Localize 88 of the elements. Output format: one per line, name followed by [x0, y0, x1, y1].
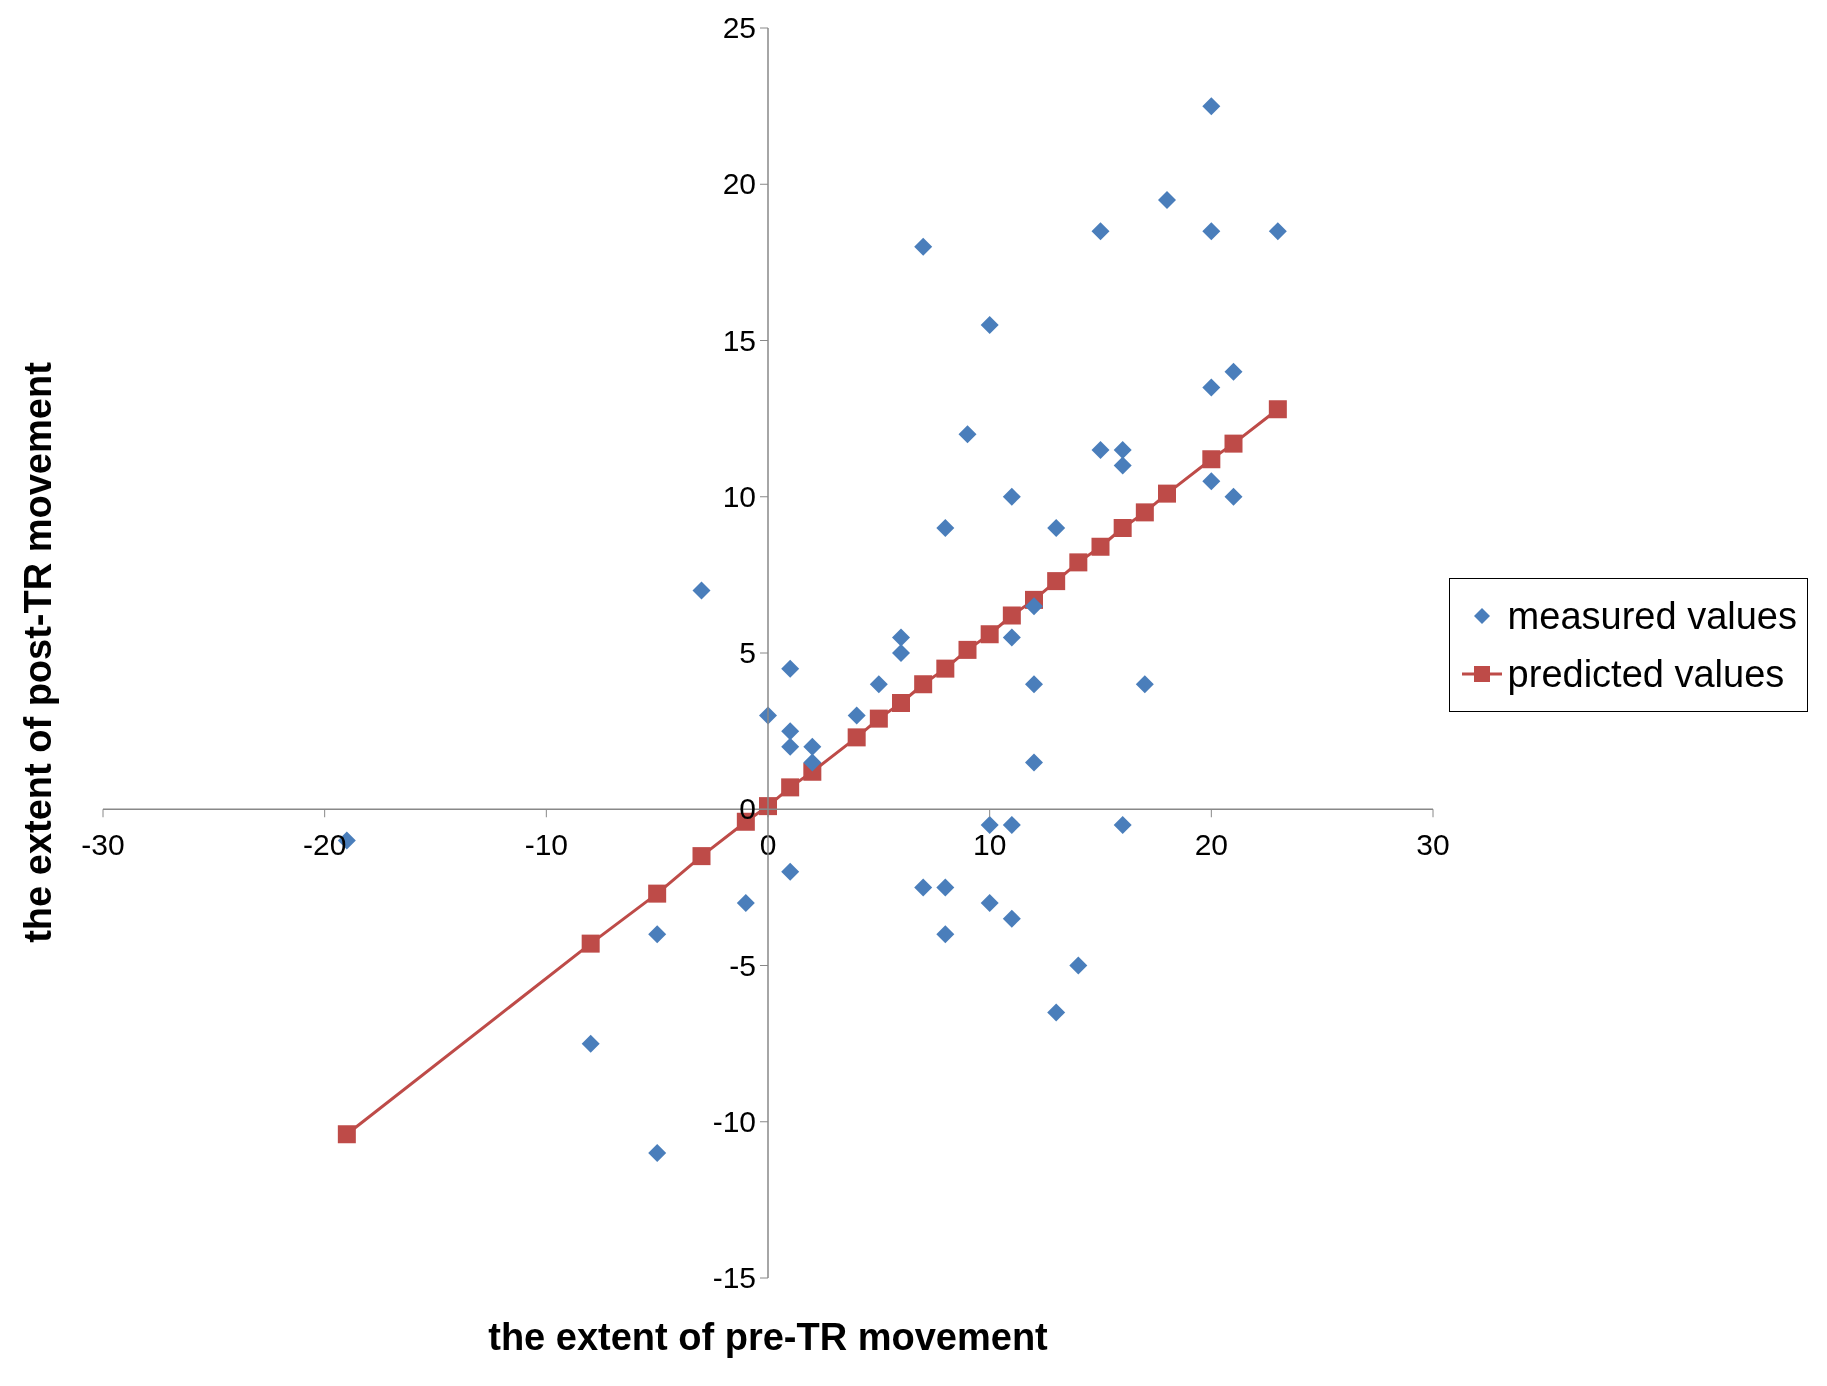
- point: [1113, 456, 1132, 475]
- point: [980, 315, 999, 334]
- point: [1069, 956, 1088, 975]
- point: [980, 815, 999, 834]
- legend-label: predicted values: [1507, 652, 1785, 696]
- point: [1268, 400, 1287, 419]
- point: [781, 862, 800, 881]
- point: [781, 737, 800, 756]
- point: [980, 894, 999, 912]
- point: [581, 1034, 600, 1053]
- point: [914, 675, 933, 694]
- point: [1025, 675, 1043, 694]
- point: [892, 694, 910, 712]
- x-tick-label: -10: [524, 828, 569, 862]
- point: [1002, 909, 1021, 928]
- point: [1158, 190, 1176, 209]
- point: [1047, 519, 1066, 537]
- point: [1202, 472, 1221, 491]
- point: [1113, 519, 1132, 537]
- point: [1047, 572, 1066, 591]
- point: [648, 884, 667, 903]
- point: [803, 737, 822, 756]
- point: [958, 425, 977, 444]
- point: [869, 675, 888, 694]
- point: [1202, 97, 1221, 116]
- point: [1091, 222, 1110, 241]
- point: [1224, 362, 1243, 381]
- point: [914, 878, 933, 897]
- point: [692, 847, 711, 866]
- x-tick-label: 30: [1416, 828, 1450, 862]
- point: [648, 1144, 667, 1162]
- point: [1202, 222, 1221, 241]
- point: [892, 628, 910, 647]
- point: [1091, 440, 1110, 459]
- point: [1002, 628, 1021, 647]
- x-tick-label: -20: [302, 828, 347, 862]
- point: [1268, 222, 1287, 241]
- point: [1224, 434, 1243, 453]
- point: [337, 1125, 356, 1144]
- legend-label: measured values: [1507, 594, 1797, 638]
- point: [936, 925, 955, 944]
- point: [781, 659, 800, 678]
- point: [1025, 597, 1043, 616]
- y-tick-label: 10: [722, 479, 756, 513]
- point: [648, 925, 667, 944]
- x-tick-label: 20: [1194, 828, 1229, 862]
- point: [1047, 1003, 1066, 1022]
- x-tick-label: 10: [972, 828, 1007, 862]
- point: [736, 894, 755, 912]
- point: [1002, 606, 1021, 625]
- y-tick-label: 25: [722, 11, 756, 44]
- point: [1224, 487, 1243, 506]
- point: [781, 778, 800, 797]
- point: [781, 722, 800, 741]
- y-axis-title: the extent of post-TR movement: [16, 361, 60, 945]
- point: [936, 519, 955, 537]
- y-tick-label: -10: [712, 1104, 756, 1138]
- point: [1135, 675, 1154, 694]
- point: [1113, 815, 1132, 834]
- point: [1113, 440, 1132, 459]
- point: [1002, 815, 1021, 834]
- point: [892, 644, 910, 662]
- point: [914, 237, 933, 256]
- point: [847, 706, 866, 725]
- point: [1091, 537, 1110, 556]
- y-tick-label: -5: [729, 948, 756, 982]
- x-tick-label: -30: [81, 828, 125, 862]
- point: [803, 753, 822, 772]
- point: [1158, 484, 1176, 503]
- point: [581, 934, 600, 953]
- point: [1069, 553, 1088, 572]
- point: [958, 640, 977, 659]
- x-axis-title: the extent of pre-TR movement: [487, 1316, 1049, 1359]
- y-tick-label: 5: [739, 636, 756, 669]
- point: [692, 581, 711, 600]
- point: [1202, 450, 1221, 469]
- y-tick-label: 20: [722, 167, 756, 201]
- point: [936, 659, 955, 678]
- point: [936, 878, 955, 897]
- point: [980, 625, 999, 644]
- point: [847, 728, 866, 747]
- point: [869, 709, 888, 728]
- y-tick-label: 15: [722, 323, 756, 357]
- y-tick-label: -15: [712, 1261, 756, 1294]
- point: [1025, 753, 1043, 772]
- point: [1002, 487, 1021, 506]
- point: [1202, 378, 1221, 397]
- point: [1135, 503, 1154, 522]
